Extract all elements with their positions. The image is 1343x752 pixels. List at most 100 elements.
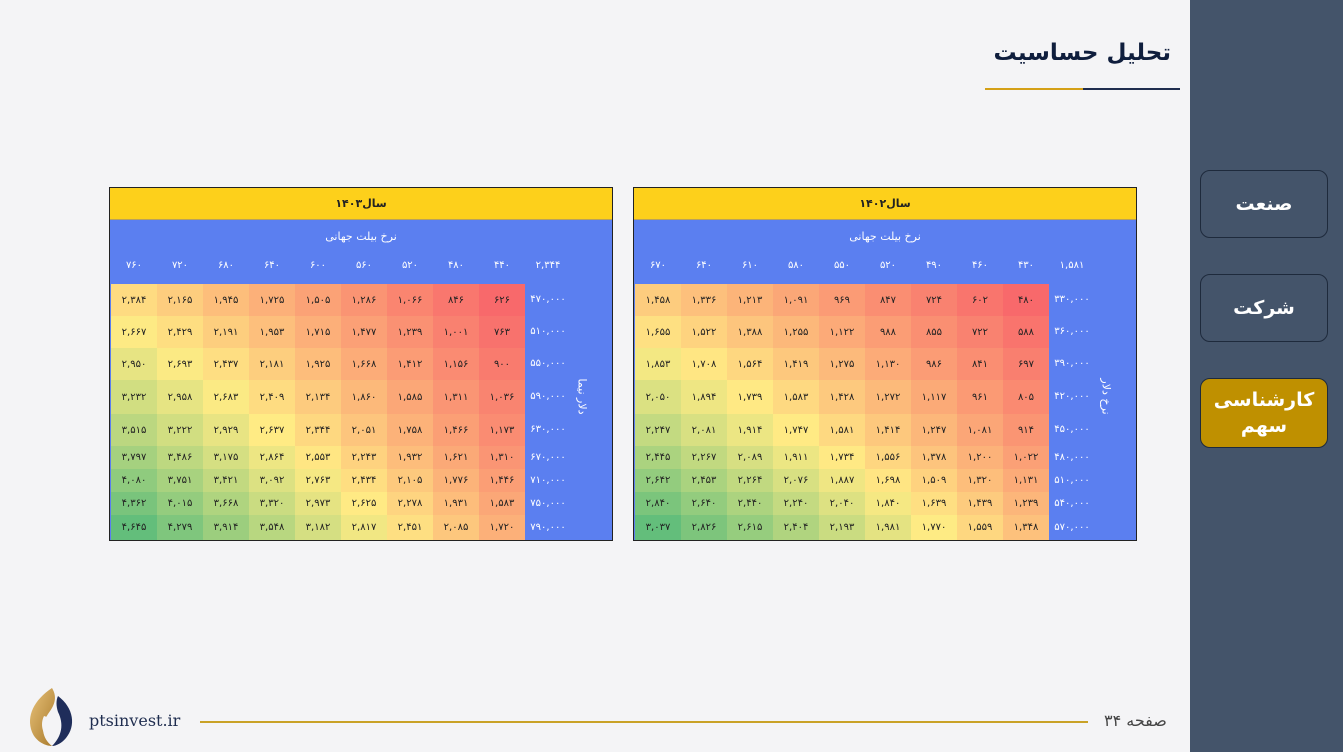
heatmap-cell: ۱,۸۹۴ xyxy=(681,380,727,414)
heatmap-cell: ۲,۸۴۰ xyxy=(635,492,681,515)
heatmap-cell: ۱,۴۲۸ xyxy=(819,380,865,414)
heatmap-cell: ۲,۹۵۰ xyxy=(111,348,157,380)
heatmap-cell: ۲,۶۱۵ xyxy=(727,515,773,540)
heatmap-cell: ۱,۸۶۰ xyxy=(341,380,387,414)
title-underline-navy xyxy=(1083,88,1180,90)
row-header: ۵۹۰,۰۰۰ xyxy=(530,391,566,402)
heatmap-cell: ۱,۲۴۷ xyxy=(911,414,957,446)
heatmap-cell: ۱,۶۶۸ xyxy=(341,348,387,380)
heatmap-cell: ۱,۷۲۵ xyxy=(249,284,295,316)
heatmap-cell: ۲,۰۴۰ xyxy=(819,492,865,515)
column-header: ۶۸۰ xyxy=(217,260,235,271)
heatmap-cell: ۲,۹۲۹ xyxy=(203,414,249,446)
heatmap-cell: ۱,۷۰۸ xyxy=(681,348,727,380)
heatmap-cell: ۲,۲۴۷ xyxy=(635,414,681,446)
heatmap-cell: ۲,۲۶۴ xyxy=(727,469,773,492)
heatmap-cell: ۳,۴۸۶ xyxy=(157,446,203,469)
heatmap-cell: ۱,۴۵۸ xyxy=(635,284,681,316)
heatmap-cell: ۳,۱۷۵ xyxy=(203,446,249,469)
year-header: سال۱۴۰۲ xyxy=(634,188,1136,220)
heatmap-cell: ۱,۲۳۹ xyxy=(1003,492,1049,515)
heatmap-cell: ۱,۷۴۷ xyxy=(773,414,819,446)
heatmap-cell: ۳,۴۲۱ xyxy=(203,469,249,492)
column-header: ۶۰۰ xyxy=(309,260,327,271)
heatmap-cell: ۹۸۶ xyxy=(911,348,957,380)
column-header: ۶۱۰ xyxy=(741,260,759,271)
heatmap-cell: ۳,۵۴۸ xyxy=(249,515,295,540)
heatmap-cell: ۱,۱۷۳ xyxy=(479,414,525,446)
heatmap-cell: ۳,۲۳۲ xyxy=(111,380,157,414)
row-header: ۷۹۰,۰۰۰ xyxy=(530,521,566,533)
dollar-rate-axis-label: دلار نیما xyxy=(575,378,589,415)
heatmap-cell: ۳,۷۹۷ xyxy=(111,446,157,469)
heatmap-cell: ۱,۷۷۰ xyxy=(911,515,957,540)
heatmap-cell: ۱,۲۷۵ xyxy=(819,348,865,380)
nav-button-industry[interactable]: صنعت xyxy=(1200,170,1328,238)
row-header: ۴۸۰,۰۰۰ xyxy=(1054,451,1090,463)
heatmap-cell: ۱,۹۱۴ xyxy=(727,414,773,446)
heatmap-cell: ۲,۴۰۴ xyxy=(773,515,819,540)
heatmap-cell: ۱,۳۸۸ xyxy=(727,316,773,348)
website-link[interactable]: ptsinvest.ir xyxy=(89,711,181,730)
column-header: ۵۲۰ xyxy=(401,260,419,271)
heatmap-cell: ۲,۱۹۳ xyxy=(819,515,865,540)
title-underline-gold xyxy=(985,88,1083,90)
heatmap-cell: ۲,۸۲۶ xyxy=(681,515,727,540)
heatmap-cell: ۳,۶۶۸ xyxy=(203,492,249,515)
heatmap-cell: ۱,۲۱۳ xyxy=(727,284,773,316)
heatmap-cell: ۲,۲۶۷ xyxy=(681,446,727,469)
heatmap-cell: ۷۲۲ xyxy=(957,316,1003,348)
heatmap-cell: ۲,۹۵۸ xyxy=(157,380,203,414)
heatmap-cell: ۱,۲۵۵ xyxy=(773,316,819,348)
column-header: ۵۲۰ xyxy=(879,260,897,271)
heatmap-cell: ۲,۲۷۸ xyxy=(387,492,433,515)
heatmap-cell: ۴۸۰ xyxy=(1003,284,1049,316)
heatmap-cell: ۱,۴۱۴ xyxy=(865,414,911,446)
heatmap-cell: ۱,۹۳۱ xyxy=(433,492,479,515)
column-header: ۴۴۰ xyxy=(493,260,511,271)
heatmap-cell: ۴,۶۴۵ xyxy=(111,515,157,540)
column-header: ۶۴۰ xyxy=(695,260,713,271)
heatmap-cell: ۲,۱۳۴ xyxy=(295,380,341,414)
heatmap-cell: ۱,۹۱۱ xyxy=(773,446,819,469)
dollar-rate-axis-label: نرخ دلار xyxy=(1099,378,1113,415)
heatmap-cell: ۴,۳۶۲ xyxy=(111,492,157,515)
heatmap-cell: ۲,۲۴۳ xyxy=(341,446,387,469)
heatmap-cell: ۹۱۴ xyxy=(1003,414,1049,446)
heatmap-cell: ۱,۰۹۱ xyxy=(773,284,819,316)
heatmap-cell: ۱,۸۵۳ xyxy=(635,348,681,380)
year-header: سال۱۴۰۳ xyxy=(110,188,612,220)
heatmap-cell: ۷۶۳ xyxy=(479,316,525,348)
heatmap-cell: ۲,۴۲۹ xyxy=(157,316,203,348)
heatmap-cell: ۱,۵۰۹ xyxy=(911,469,957,492)
sidebar-nav: صنعت شرکت کارشناسی سهم xyxy=(1190,0,1343,752)
heatmap-cell: ۳,۹۱۴ xyxy=(203,515,249,540)
heatmap-cell: ۲,۰۵۱ xyxy=(341,414,387,446)
heatmap-cell: ۱,۶۵۵ xyxy=(635,316,681,348)
nav-button-stock-valuation[interactable]: کارشناسی سهم xyxy=(1200,378,1328,448)
heatmap-cell: ۲,۰۸۵ xyxy=(433,515,479,540)
corner-base-value: ۲,۳۴۴ xyxy=(535,260,561,271)
heatmap-cell: ۹۶۹ xyxy=(819,284,865,316)
heatmap-cell: ۲,۱۹۱ xyxy=(203,316,249,348)
heatmap-cell: ۱,۲۸۶ xyxy=(341,284,387,316)
heatmap-cell: ۳,۳۲۰ xyxy=(249,492,295,515)
heatmap-cell: ۱,۰۲۲ xyxy=(1003,446,1049,469)
page-number: صفحه ۳۴ xyxy=(1104,711,1167,730)
heatmap-cell: ۱,۲۰۰ xyxy=(957,446,1003,469)
heatmap-cell: ۶۹۷ xyxy=(1003,348,1049,380)
heatmap-cell: ۴,۰۱۵ xyxy=(157,492,203,515)
heatmap-cell: ۲,۴۰۹ xyxy=(249,380,295,414)
heatmap-cell: ۲,۶۴۲ xyxy=(635,469,681,492)
heatmap-cell: ۳,۱۸۲ xyxy=(295,515,341,540)
heatmap-cell: ۱,۹۵۳ xyxy=(249,316,295,348)
heatmap-cell: ۲,۴۳۷ xyxy=(203,348,249,380)
heatmap-cell: ۱,۶۹۸ xyxy=(865,469,911,492)
heatmap-cell: ۱,۰۶۶ xyxy=(387,284,433,316)
nav-button-company[interactable]: شرکت xyxy=(1200,274,1328,342)
heatmap-cell: ۸۴۶ xyxy=(433,284,479,316)
heatmap-cell: ۲,۸۶۴ xyxy=(249,446,295,469)
column-header: ۷۶۰ xyxy=(125,260,143,271)
heatmap-cell: ۱,۸۸۷ xyxy=(819,469,865,492)
column-header: ۵۸۰ xyxy=(787,260,805,271)
